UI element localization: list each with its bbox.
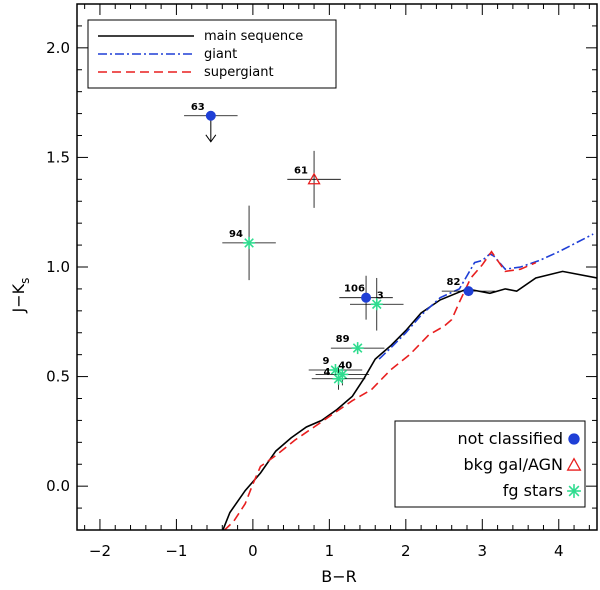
point-label: 40 [338,360,352,371]
x-tick-label: −1 [165,542,187,560]
legend-line-label: giant [204,47,237,62]
marker-legend: not classified bkg gal/AGN fg stars [394,420,586,508]
data-marker [205,110,216,121]
x-tick-label: 4 [554,542,564,560]
data-marker [243,236,256,249]
y-axis-title: J−K [9,283,28,313]
legend-marker-label: bkg gal/AGN [464,455,564,474]
point-label: 106 [344,284,365,295]
point-label: 89 [336,334,350,345]
sequence-line-giant [378,233,594,360]
point-label: 63 [191,102,205,113]
data-point-3: 3 [350,277,404,331]
data-marker [332,372,345,385]
data-point-4: 4 [311,367,366,390]
legend-marker-label: fg stars [503,481,563,500]
point-label: 4 [324,367,331,378]
x-axis-title: B−R [321,567,357,586]
line-legend: main sequence giant supergiant [87,19,337,89]
data-point-82: 82 [441,277,496,297]
x-tick-label: 1 [325,542,335,560]
point-label: 94 [229,229,243,240]
data-marker [361,292,372,303]
curves-layer [222,233,597,530]
data-point-106: 106 [339,275,393,320]
data-marker [463,286,474,297]
legend-line-label: main sequence [204,29,303,44]
data-point-94: 94 [222,205,276,281]
y-tick-label: 2.0 [46,39,70,57]
point-label: 61 [294,165,308,176]
data-marker [370,298,383,311]
data-point-63: 63 [184,102,238,143]
legend-line-label: supergiant [204,65,274,80]
data-point-61: 61 [287,150,341,208]
y-tick-label: 0.0 [46,477,70,495]
points-layer: 63 61 94 106 3 82 89 9 40 4 [184,102,496,390]
y-axis-title-group: J−Ks [9,278,32,314]
legend-marker-label: not classified [457,429,563,448]
legend-marker-symbol [568,433,580,445]
legend-marker-symbol [567,484,581,498]
legend-marker-symbol [566,457,582,471]
y-axis-title-subscript: s [18,278,32,284]
svg-text:J−Ks: J−Ks [9,278,32,314]
point-label: 3 [377,290,384,301]
y-tick-label: 1.5 [46,148,70,166]
sequence-line-supergiant [223,250,537,530]
x-tick-label: 0 [248,542,258,560]
data-point-89: 89 [330,334,385,355]
x-tick-label: 3 [478,542,488,560]
data-marker [351,342,364,355]
upper-limit-arrow-head [205,134,217,143]
x-tick-label: 2 [401,542,411,560]
axes-layer: −2 −1 0 1 2 3 4 0.0 0.5 1.0 1.5 2.0 [46,3,598,560]
y-tick-label: 1.0 [46,258,70,276]
x-tick-label: −2 [89,542,111,560]
data-marker [307,172,321,185]
y-tick-label: 0.5 [46,368,70,386]
point-label: 9 [322,356,329,367]
point-label: 82 [447,277,461,288]
